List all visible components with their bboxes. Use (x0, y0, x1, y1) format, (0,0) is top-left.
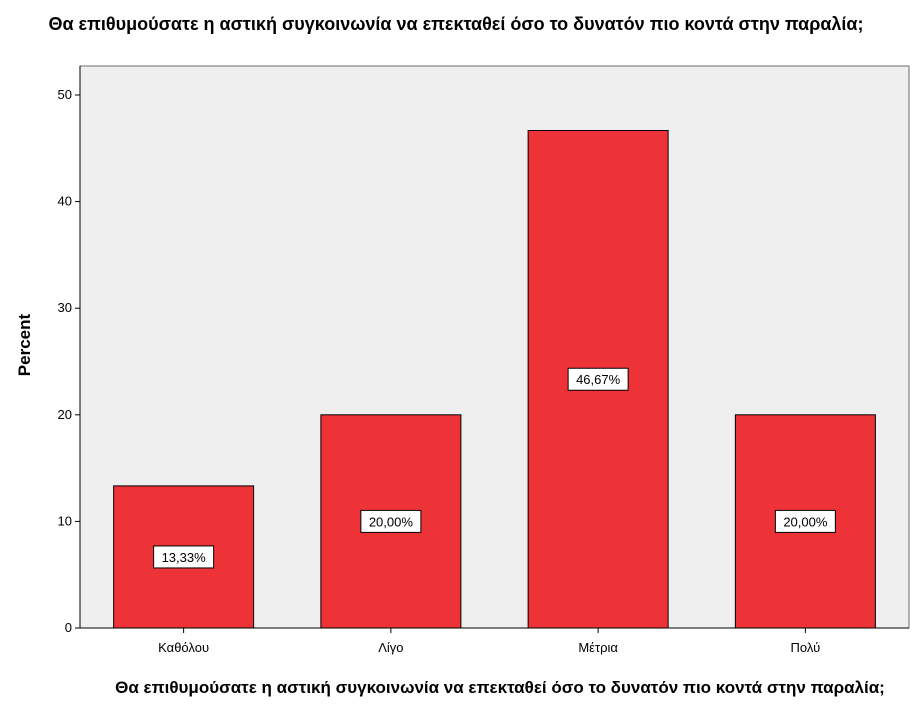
chart-title: Θα επιθυμούσατε η αστική συγκοινωνία να … (48, 14, 864, 34)
data-label: 20,00% (783, 514, 828, 529)
y-tick-label: 0 (65, 620, 72, 635)
data-label-box (774, 509, 836, 533)
data-label-box (153, 545, 215, 569)
y-tick-label: 30 (58, 300, 72, 315)
data-label: 20,00% (369, 514, 414, 529)
bars-group: 13,33% 20,00% 46,67% 20,00% (113, 129, 876, 629)
y-tick-label: 50 (58, 87, 72, 102)
data-label-box (360, 509, 422, 533)
data-label: 46,67% (576, 372, 621, 387)
y-tick-label: 20 (58, 407, 72, 422)
x-tick-label: Λίγο (378, 640, 403, 655)
y-tick-label: 40 (58, 194, 72, 209)
y-axis-label: Percent (15, 313, 34, 376)
data-label: 13,33% (162, 550, 207, 565)
y-tick-label: 10 (58, 513, 72, 528)
x-tick-label: Πολύ (791, 640, 821, 655)
data-label-box (567, 367, 629, 391)
x-tick-label: Μέτρια (578, 640, 618, 655)
y-axis: 0 10 20 30 40 50 (58, 66, 81, 635)
x-axis-label: Θα επιθυμούσατε η αστική συγκοινωνία να … (115, 678, 885, 697)
x-tick-label: Καθόλου (158, 640, 209, 655)
x-axis: Καθόλου Λίγο Μέτρια Πολύ (80, 627, 909, 655)
